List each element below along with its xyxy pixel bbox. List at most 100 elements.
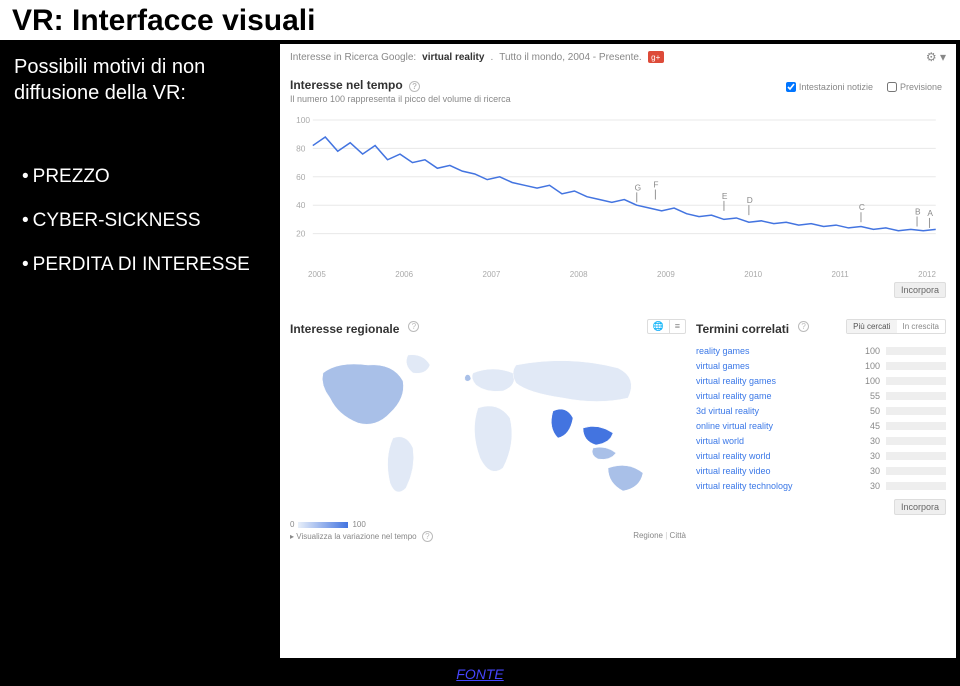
slide-title: VR: Interfacce visuali xyxy=(12,4,948,38)
lower-row: Interesse regionale ? 🌐 ≡ 0 100 xyxy=(290,314,946,542)
interest-subtitle: Il numero 100 rappresenta il picco del v… xyxy=(290,94,946,104)
related-term-value: 100 xyxy=(858,346,880,356)
trends-header: Interesse in Ricerca Google: virtual rea… xyxy=(290,50,946,70)
bullet-item: CYBER-SICKNESS xyxy=(22,210,266,232)
related-term-bar xyxy=(886,377,946,385)
related-term-label[interactable]: virtual reality technology xyxy=(696,481,858,491)
svg-text:B: B xyxy=(915,208,921,217)
related-term-value: 100 xyxy=(858,361,880,371)
related-term-value: 55 xyxy=(858,391,880,401)
related-header: Termini correlati ? Più cercati In cresc… xyxy=(696,314,946,338)
related-term-label[interactable]: virtual reality video xyxy=(696,466,858,476)
bullet-list: PREZZO CYBER-SICKNESS PERDITA DI INTERES… xyxy=(14,166,266,276)
related-term-row[interactable]: 3d virtual reality50 xyxy=(696,406,946,416)
toggle-forecast[interactable]: Previsione xyxy=(887,82,942,92)
related-term-value: 30 xyxy=(858,436,880,446)
help-icon[interactable]: ? xyxy=(409,81,420,92)
content-row: Possibili motivi di non diffusione della… xyxy=(0,42,960,678)
variation-link[interactable]: ▸ Visualizza la variazione nel tempo ? xyxy=(290,531,433,542)
x-axis-labels: 20052006200720082009201020112012 xyxy=(290,270,946,279)
legend-gradient xyxy=(298,522,348,528)
related-list: reality games100virtual games100virtual … xyxy=(696,346,946,491)
related-term-bar xyxy=(886,482,946,490)
header-prefix: Interesse in Ricerca Google: xyxy=(290,52,416,63)
related-term-label[interactable]: virtual reality games xyxy=(696,376,858,386)
related-term-bar xyxy=(886,362,946,370)
related-term-value: 30 xyxy=(858,451,880,461)
related-term-label[interactable]: 3d virtual reality xyxy=(696,406,858,416)
related-term-value: 50 xyxy=(858,406,880,416)
svg-text:G: G xyxy=(635,184,641,193)
related-term-row[interactable]: virtual reality world30 xyxy=(696,451,946,461)
svg-text:40: 40 xyxy=(296,201,306,210)
related-term-label[interactable]: online virtual reality xyxy=(696,421,858,431)
toggle-news[interactable]: Intestazioni notizie xyxy=(786,82,873,92)
related-term-row[interactable]: virtual reality video30 xyxy=(696,466,946,476)
svg-text:60: 60 xyxy=(296,173,306,182)
tab-top[interactable]: Più cercati xyxy=(847,320,896,333)
related-term-bar xyxy=(886,437,946,445)
tab-region[interactable]: Regione xyxy=(633,531,663,540)
help-icon[interactable]: ? xyxy=(798,321,809,332)
embed-button[interactable]: Incorpora xyxy=(894,282,946,298)
svg-text:F: F xyxy=(653,181,658,190)
help-icon[interactable]: ? xyxy=(408,321,419,332)
related-term-row[interactable]: online virtual reality45 xyxy=(696,421,946,431)
related-term-value: 30 xyxy=(858,481,880,491)
related-term-row[interactable]: virtual reality technology30 xyxy=(696,481,946,491)
embed-button[interactable]: Incorpora xyxy=(894,499,946,515)
svg-text:80: 80 xyxy=(296,145,306,154)
google-trends-panel: Interesse in Ricerca Google: virtual rea… xyxy=(280,44,956,658)
svg-text:E: E xyxy=(722,192,728,201)
map-footer: ▸ Visualizza la variazione nel tempo ? R… xyxy=(290,531,686,542)
related-term-row[interactable]: virtual reality games100 xyxy=(696,376,946,386)
bullet-item: PERDITA DI INTERESSE xyxy=(22,254,266,276)
related-term-bar xyxy=(886,452,946,460)
gplus-icon[interactable]: g+ xyxy=(648,51,664,63)
related-tabs: Più cercati In crescita xyxy=(846,319,946,334)
toggle-row: Intestazioni notizie Previsione xyxy=(786,82,942,92)
regional-panel: Interesse regionale ? 🌐 ≡ 0 100 xyxy=(290,314,686,542)
related-term-label[interactable]: reality games xyxy=(696,346,858,356)
related-term-label[interactable]: virtual games xyxy=(696,361,858,371)
gear-icon[interactable]: ⚙ ▾ xyxy=(926,50,946,64)
search-term: virtual reality xyxy=(422,52,484,63)
related-term-row[interactable]: virtual world30 xyxy=(696,436,946,446)
bullet-item: PREZZO xyxy=(22,166,266,188)
regional-header: Interesse regionale ? 🌐 ≡ xyxy=(290,314,686,338)
slide: VR: Interfacce visuali Possibili motivi … xyxy=(0,0,960,686)
svg-text:D: D xyxy=(747,196,753,205)
scope-text: Tutto il mondo, 2004 - Presente. xyxy=(499,52,642,63)
related-term-bar xyxy=(886,392,946,400)
interest-chart: 20 40 60 80 100 G F E D C BA xyxy=(294,116,942,266)
list-icon[interactable]: ≡ xyxy=(670,320,685,333)
related-term-bar xyxy=(886,347,946,355)
related-term-bar xyxy=(886,422,946,430)
related-term-value: 30 xyxy=(858,466,880,476)
world-map[interactable] xyxy=(290,343,686,518)
subtitle: Possibili motivi di non diffusione della… xyxy=(14,54,266,106)
related-term-label[interactable]: virtual reality game xyxy=(696,391,858,401)
globe-icon[interactable]: 🌐 xyxy=(648,320,670,333)
related-term-bar xyxy=(886,467,946,475)
left-panel: Possibili motivi di non diffusione della… xyxy=(0,42,280,678)
fonte-link[interactable]: FONTE xyxy=(456,666,503,682)
title-bar: VR: Interfacce visuali xyxy=(0,0,960,42)
view-toggle[interactable]: 🌐 ≡ xyxy=(647,319,686,334)
map-legend: 0 100 xyxy=(290,520,686,529)
related-term-row[interactable]: virtual reality game55 xyxy=(696,391,946,401)
related-term-row[interactable]: reality games100 xyxy=(696,346,946,356)
related-terms-panel: Termini correlati ? Più cercati In cresc… xyxy=(696,314,946,542)
svg-text:100: 100 xyxy=(296,116,310,125)
related-term-bar xyxy=(886,407,946,415)
related-term-label[interactable]: virtual reality world xyxy=(696,451,858,461)
svg-text:C: C xyxy=(859,203,865,212)
related-term-row[interactable]: virtual games100 xyxy=(696,361,946,371)
svg-text:A: A xyxy=(927,209,933,218)
related-term-label[interactable]: virtual world xyxy=(696,436,858,446)
svg-text:20: 20 xyxy=(296,230,306,239)
tab-city[interactable]: Città xyxy=(670,531,686,540)
related-term-value: 100 xyxy=(858,376,880,386)
related-term-value: 45 xyxy=(858,421,880,431)
tab-rising[interactable]: In crescita xyxy=(897,320,945,333)
